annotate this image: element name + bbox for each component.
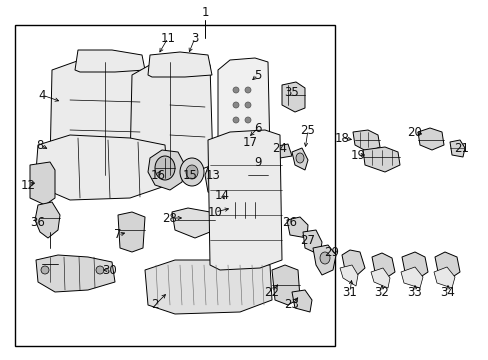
Polygon shape <box>220 190 238 212</box>
Ellipse shape <box>185 165 198 179</box>
Polygon shape <box>282 82 305 112</box>
Polygon shape <box>433 267 454 288</box>
Text: 5: 5 <box>254 68 261 81</box>
Text: 34: 34 <box>440 285 454 298</box>
Text: 9: 9 <box>254 156 261 168</box>
Text: 11: 11 <box>160 32 175 45</box>
Polygon shape <box>145 260 271 314</box>
Polygon shape <box>36 255 115 292</box>
Ellipse shape <box>96 266 104 274</box>
Text: 15: 15 <box>182 168 197 181</box>
Polygon shape <box>238 140 260 164</box>
Polygon shape <box>303 230 321 255</box>
Text: 35: 35 <box>284 86 299 99</box>
Ellipse shape <box>41 266 49 274</box>
Ellipse shape <box>319 252 329 264</box>
Ellipse shape <box>232 87 239 93</box>
Polygon shape <box>371 253 394 280</box>
Polygon shape <box>75 50 145 72</box>
Text: 8: 8 <box>36 139 43 152</box>
Polygon shape <box>148 150 184 190</box>
Polygon shape <box>35 202 60 238</box>
Polygon shape <box>271 265 299 305</box>
Polygon shape <box>148 52 212 77</box>
Polygon shape <box>362 147 399 172</box>
Polygon shape <box>35 135 168 200</box>
Polygon shape <box>352 130 379 152</box>
Polygon shape <box>291 290 311 312</box>
Polygon shape <box>218 58 269 172</box>
Ellipse shape <box>155 156 175 180</box>
Text: 6: 6 <box>254 122 261 135</box>
Ellipse shape <box>232 102 239 108</box>
Text: 28: 28 <box>162 212 177 225</box>
Polygon shape <box>278 144 291 158</box>
Polygon shape <box>434 252 459 280</box>
Polygon shape <box>220 160 256 202</box>
Text: 13: 13 <box>205 168 220 181</box>
Ellipse shape <box>244 87 250 93</box>
Text: 36: 36 <box>30 216 45 229</box>
Text: 3: 3 <box>191 32 198 45</box>
Text: 1: 1 <box>201 5 208 18</box>
Polygon shape <box>118 212 145 252</box>
Polygon shape <box>400 267 422 288</box>
Text: 17: 17 <box>242 135 257 149</box>
Text: 4: 4 <box>38 89 46 102</box>
Bar <box>15 25 334 346</box>
Text: 26: 26 <box>282 216 297 229</box>
Text: 24: 24 <box>272 141 287 154</box>
Polygon shape <box>339 265 357 286</box>
Text: 14: 14 <box>214 189 229 202</box>
Text: 31: 31 <box>342 285 357 298</box>
Text: 30: 30 <box>102 264 117 276</box>
Bar <box>227 202 263 218</box>
Ellipse shape <box>210 167 224 183</box>
Polygon shape <box>130 60 213 177</box>
Polygon shape <box>172 208 215 238</box>
Text: 12: 12 <box>20 179 36 192</box>
Ellipse shape <box>244 102 250 108</box>
Polygon shape <box>245 163 267 192</box>
Polygon shape <box>204 160 229 195</box>
Text: 20: 20 <box>407 126 422 139</box>
Polygon shape <box>401 252 427 280</box>
Polygon shape <box>449 140 464 157</box>
Text: 23: 23 <box>284 298 299 311</box>
Ellipse shape <box>295 153 304 163</box>
Polygon shape <box>42 260 58 274</box>
Text: 27: 27 <box>300 234 315 247</box>
Polygon shape <box>207 130 282 270</box>
Polygon shape <box>312 245 335 275</box>
Text: 16: 16 <box>150 168 165 181</box>
Ellipse shape <box>232 117 239 123</box>
Text: 33: 33 <box>407 285 422 298</box>
Ellipse shape <box>263 205 272 215</box>
Ellipse shape <box>244 117 250 123</box>
Polygon shape <box>341 250 364 277</box>
Ellipse shape <box>180 158 203 186</box>
Text: 21: 21 <box>453 141 468 154</box>
Polygon shape <box>417 128 443 150</box>
Polygon shape <box>370 268 389 288</box>
Polygon shape <box>30 162 55 205</box>
Text: 25: 25 <box>300 123 315 136</box>
Polygon shape <box>50 60 148 177</box>
Polygon shape <box>286 217 307 238</box>
Text: 2: 2 <box>151 298 159 311</box>
Text: 32: 32 <box>374 285 388 298</box>
Text: 10: 10 <box>207 206 222 219</box>
Text: 19: 19 <box>350 149 365 162</box>
Polygon shape <box>291 148 307 170</box>
Text: 22: 22 <box>264 285 279 298</box>
Text: 29: 29 <box>324 246 339 258</box>
Text: 7: 7 <box>114 229 122 242</box>
Text: 18: 18 <box>334 131 349 144</box>
